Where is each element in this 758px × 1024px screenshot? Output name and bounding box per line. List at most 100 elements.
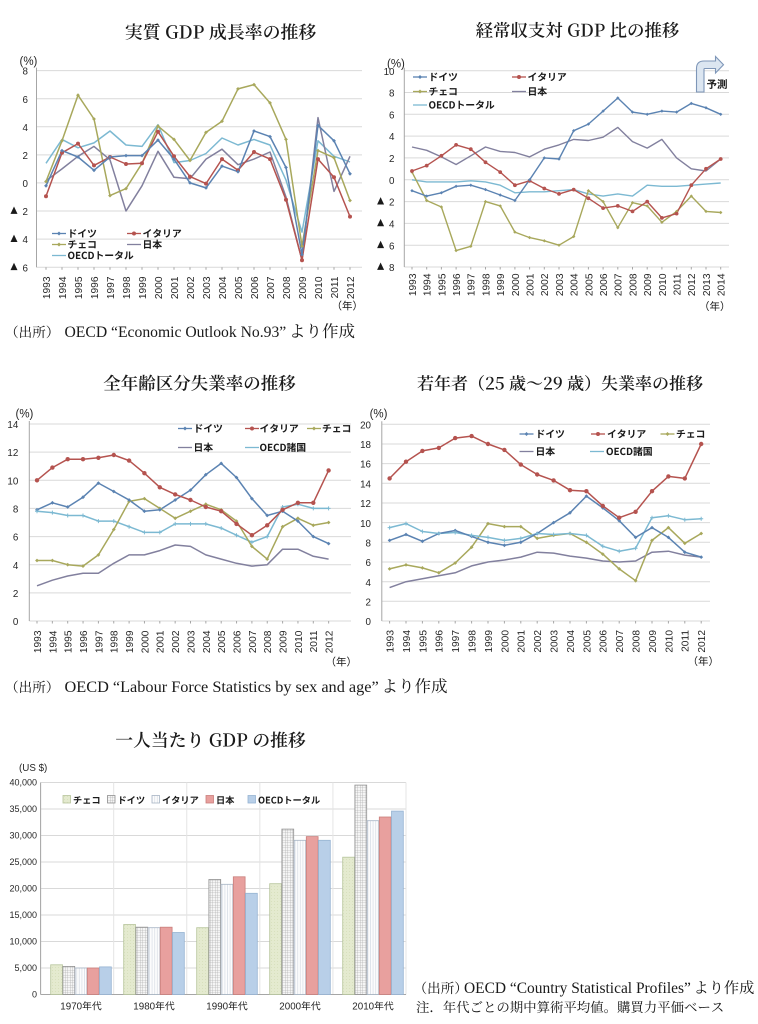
svg-text:35,000: 35,000 (9, 804, 37, 814)
svg-text:2004: 2004 (218, 276, 229, 299)
svg-text:14: 14 (7, 420, 18, 431)
svg-text:1998: 1998 (122, 276, 133, 299)
svg-text:2002: 2002 (533, 630, 544, 653)
svg-text:20,000: 20,000 (9, 884, 37, 894)
svg-text:10,000: 10,000 (9, 937, 37, 947)
svg-text:1999: 1999 (484, 630, 495, 653)
svg-text:12: 12 (360, 499, 371, 510)
svg-text:1997: 1997 (94, 630, 105, 653)
svg-text:8: 8 (389, 263, 395, 274)
svg-text:2001: 2001 (517, 630, 528, 653)
svg-text:1997: 1997 (467, 273, 478, 296)
svg-text:2001: 2001 (526, 273, 537, 296)
svg-text:2003: 2003 (186, 630, 197, 653)
svg-text:2010: 2010 (664, 630, 675, 653)
svg-text:1970: 1970 (60, 1002, 82, 1013)
svg-text:2011: 2011 (681, 630, 692, 652)
svg-text:16: 16 (360, 460, 371, 471)
svg-text:2007: 2007 (248, 630, 259, 653)
svg-text:4: 4 (13, 561, 19, 572)
svg-text:1994: 1994 (423, 273, 434, 296)
svg-text:0: 0 (13, 617, 19, 628)
svg-text:OECD “Country Statistical Prof: OECD “Country Statistical Profiles” (464, 980, 691, 997)
svg-text:6: 6 (366, 558, 372, 569)
svg-text:2: 2 (23, 151, 28, 162)
svg-text:2011: 2011 (309, 630, 320, 652)
svg-text:1995: 1995 (437, 273, 448, 296)
svg-text:6: 6 (23, 95, 29, 106)
svg-text:2: 2 (13, 589, 18, 600)
svg-text:2000: 2000 (279, 1002, 301, 1013)
svg-text:6: 6 (23, 263, 29, 274)
svg-text:5,000: 5,000 (14, 963, 37, 973)
svg-text:1998: 1998 (110, 630, 121, 653)
svg-text:2008: 2008 (282, 276, 293, 299)
svg-text:2007: 2007 (615, 630, 626, 653)
svg-text:15,000: 15,000 (9, 910, 37, 920)
svg-text:1996: 1996 (452, 273, 463, 296)
svg-text:2011: 2011 (330, 276, 341, 298)
svg-text:2005: 2005 (217, 630, 228, 653)
svg-text:2000: 2000 (154, 276, 165, 299)
svg-text:6: 6 (13, 533, 19, 544)
svg-text:2009: 2009 (643, 273, 654, 296)
svg-text:2002: 2002 (540, 273, 551, 296)
svg-text:2010: 2010 (658, 273, 669, 296)
svg-text:4: 4 (389, 220, 395, 231)
svg-text:6: 6 (389, 110, 395, 121)
svg-text:2009: 2009 (279, 630, 290, 653)
svg-text:2010: 2010 (314, 276, 325, 299)
svg-text:2010: 2010 (352, 1002, 374, 1013)
svg-text:2: 2 (389, 198, 394, 209)
svg-text:1999: 1999 (125, 630, 136, 653)
svg-text:(%): (%) (16, 409, 34, 421)
svg-text:2012: 2012 (346, 276, 357, 299)
svg-text:2003: 2003 (202, 276, 213, 299)
svg-text:1999: 1999 (496, 273, 507, 296)
svg-text:2011: 2011 (673, 273, 684, 295)
svg-text:(US $): (US $) (19, 763, 47, 774)
svg-text:1994: 1994 (58, 276, 69, 299)
svg-text:2006: 2006 (232, 630, 243, 653)
svg-text:2002: 2002 (186, 276, 197, 299)
svg-text:2007: 2007 (614, 273, 625, 296)
svg-text:2004: 2004 (570, 273, 581, 296)
svg-text:(%): (%) (387, 59, 405, 71)
svg-text:2010: 2010 (294, 630, 305, 653)
svg-text:10: 10 (7, 476, 18, 487)
svg-text:2004: 2004 (566, 630, 577, 653)
svg-text:2013: 2013 (702, 273, 713, 296)
svg-text:10: 10 (360, 519, 371, 530)
svg-text:6: 6 (389, 241, 395, 252)
svg-text:1997: 1997 (451, 630, 462, 653)
svg-text:1997: 1997 (106, 276, 117, 299)
svg-text:2: 2 (389, 154, 394, 165)
svg-text:2003: 2003 (555, 273, 566, 296)
svg-text:1993: 1993 (386, 630, 397, 653)
svg-text:30,000: 30,000 (9, 831, 37, 841)
svg-text:(%): (%) (370, 409, 388, 421)
svg-text:0: 0 (23, 179, 29, 190)
svg-text:2005: 2005 (234, 276, 245, 299)
svg-text:0: 0 (366, 617, 372, 628)
svg-text:2: 2 (366, 597, 371, 608)
svg-text:1998: 1998 (481, 273, 492, 296)
svg-text:20: 20 (360, 420, 371, 431)
svg-text:1995: 1995 (418, 630, 429, 653)
svg-text:1980: 1980 (133, 1002, 155, 1013)
svg-text:1998: 1998 (468, 630, 479, 653)
svg-text:2000: 2000 (511, 273, 522, 296)
svg-text:4: 4 (23, 123, 29, 134)
svg-text:4: 4 (389, 132, 395, 143)
svg-text:8: 8 (23, 67, 29, 78)
svg-text:1993: 1993 (42, 276, 53, 299)
svg-text:2008: 2008 (632, 630, 643, 653)
svg-text:2007: 2007 (266, 276, 277, 299)
svg-text:2012: 2012 (687, 273, 698, 296)
svg-text:2009: 2009 (298, 276, 309, 299)
svg-text:2006: 2006 (599, 273, 610, 296)
svg-text:OECD “Labour Force Statistics: OECD “Labour Force Statistics by sex and… (65, 677, 379, 696)
svg-text:40,000: 40,000 (9, 778, 37, 788)
svg-text:1994: 1994 (48, 630, 59, 653)
svg-text:1994: 1994 (402, 630, 413, 653)
